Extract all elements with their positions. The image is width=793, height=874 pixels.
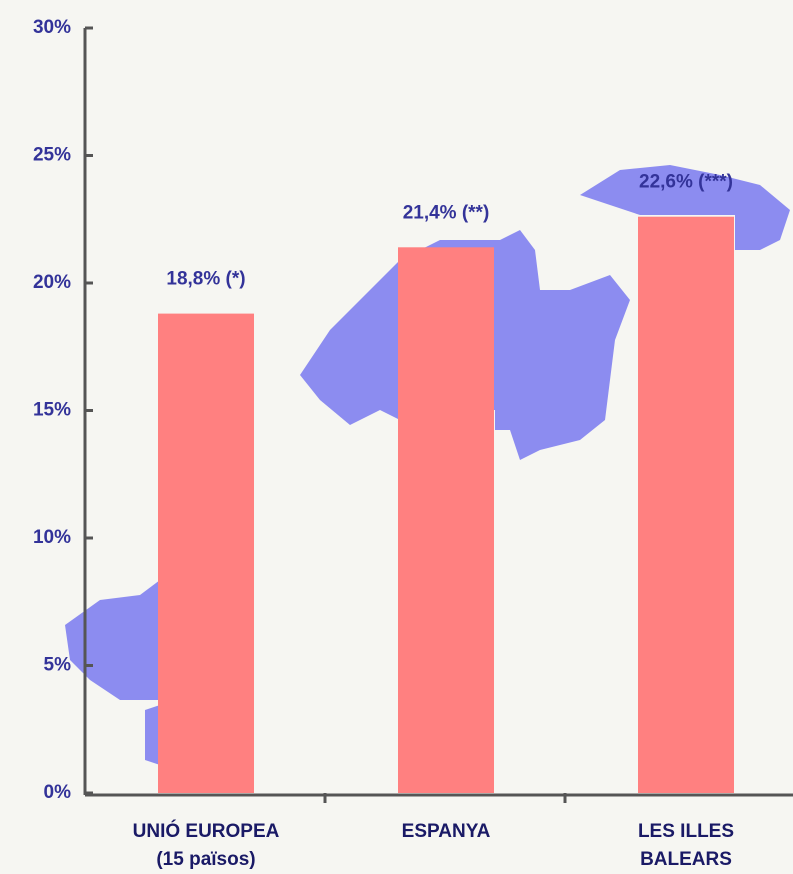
- bar: [638, 216, 734, 793]
- value-label: 22,6% (***): [639, 172, 733, 193]
- bar: [158, 313, 254, 793]
- value-label: 18,8% (*): [166, 269, 245, 290]
- x-tick-label: UNIÓ EUROPEA (15 països): [132, 821, 280, 870]
- x-tick-label: LES ILLES BALEARS: [637, 821, 735, 870]
- x-tick-label: ESPANYA: [401, 821, 491, 842]
- y-tick-label: 15%: [33, 400, 71, 421]
- y-tick-label: 0%: [44, 782, 72, 803]
- y-tick-label: 10%: [33, 527, 71, 548]
- y-tick-label: 30%: [33, 17, 71, 38]
- bar: [398, 247, 494, 794]
- y-tick-label: 20%: [33, 272, 71, 293]
- value-label: 21,4% (**): [403, 202, 490, 223]
- y-tick-label: 5%: [44, 655, 72, 676]
- y-tick-label: 25%: [33, 145, 71, 166]
